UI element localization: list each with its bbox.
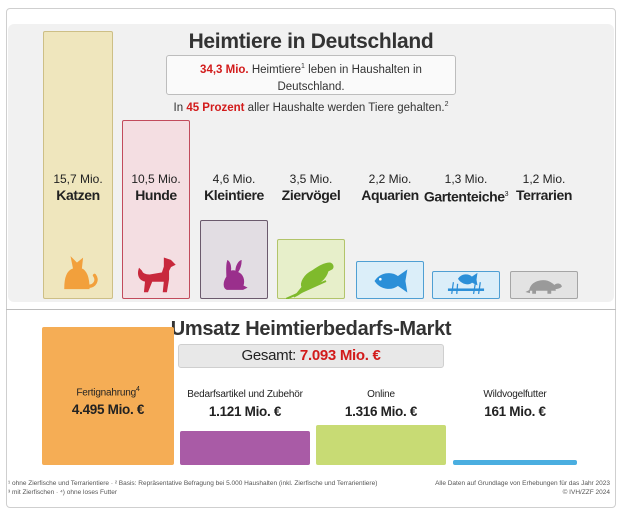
pet-category-label: Aquarien xyxy=(361,187,419,203)
market-label: Bedarfsartikel und Zubehör 1.121 Mio. € xyxy=(175,386,315,420)
market-category-label: Fertignahrung4 xyxy=(76,386,140,399)
total-label: Gesamt: xyxy=(241,347,300,364)
pet-category-label: Ziervögel xyxy=(281,187,341,203)
info-line-1: 34,3 Mio. Heimtiere1 leben in Haushalten… xyxy=(167,58,455,96)
market-bar-4 xyxy=(453,460,577,465)
footnote-mark: 4 xyxy=(135,386,140,393)
pet-bar-gartenteiche xyxy=(432,271,500,299)
market-category-label: Online xyxy=(367,389,395,400)
source-line: Alle Daten auf Grundlage von Erhebungen … xyxy=(435,480,610,487)
footnote-mark: 2 xyxy=(444,100,449,108)
market-total-box: Gesamt: 7.093 Mio. € xyxy=(178,344,444,368)
pet-value-label: 3,5 Mio. xyxy=(289,172,333,186)
pet-label: 15,7 Mio. Katzen xyxy=(33,171,123,203)
market-label: Fertignahrung4 4.495 Mio. € xyxy=(37,381,179,418)
total-value: 7.093 Mio. € xyxy=(299,347,381,364)
footnote-mark: 1 xyxy=(301,63,305,70)
pet-label: 10,5 Mio. Hunde xyxy=(111,171,201,203)
pet-label: 2,2 Mio. Aquarien xyxy=(345,171,435,203)
market-bar-3 xyxy=(316,424,446,465)
market-title: Umsatz Heimtierbedarfs-Markt xyxy=(170,318,452,340)
footnote-line: ³ mit Zierfischen · ⁴) ohne loses Futter xyxy=(8,489,117,496)
pet-value-label: 1,2 Mio. xyxy=(522,172,566,186)
pet-category-label: Kleintiere xyxy=(204,187,264,203)
pet-value-label: 1,3 Mio. xyxy=(444,172,488,186)
section-divider xyxy=(6,309,616,310)
pet-icon-aquarien-icon xyxy=(368,267,412,295)
market-category-label: Bedarfsartikel und Zubehör xyxy=(187,389,303,400)
pet-label: 4,6 Mio. Kleintiere xyxy=(189,171,279,203)
pet-value-label: 4,6 Mio. xyxy=(212,172,256,186)
pet-icon-katzen-icon xyxy=(54,249,102,293)
pet-bar-katzen xyxy=(43,31,113,299)
info-text: leben in Haushalten in Deutschland. xyxy=(277,63,422,93)
market-value-label: 1.316 Mio. € xyxy=(344,404,418,419)
pet-label: 3,5 Mio. Ziervögel xyxy=(266,171,356,203)
pet-category-label: Gartenteiche3 xyxy=(423,188,509,205)
info-line-2: In 45 Prozent aller Haushalte werden Tie… xyxy=(167,96,455,117)
info-text: In xyxy=(173,101,187,114)
pet-icon-gartenteiche-icon xyxy=(445,269,487,297)
footnote-mark: 3 xyxy=(504,191,509,198)
market-value-label: 1.121 Mio. € xyxy=(208,404,282,419)
source-note: Alle Daten auf Grundlage von Erhebungen … xyxy=(400,479,610,497)
pet-icon-ziervgel-icon xyxy=(285,259,336,300)
info-box: 34,3 Mio. Heimtiere1 leben in Haushalten… xyxy=(166,55,456,114)
footnote-line: ¹ ohne Zierfische und Terrarientiere · ²… xyxy=(8,480,378,487)
pet-label: 1,3 Mio. Gartenteiche3 xyxy=(421,171,511,205)
pet-value-label: 15,7 Mio. xyxy=(53,172,103,186)
pet-category-label: Katzen xyxy=(56,187,100,203)
footnotes: ¹ ohne Zierfische und Terrarientiere · ²… xyxy=(8,479,428,497)
market-label: Online 1.316 Mio. € xyxy=(311,386,451,420)
market-bar-2 xyxy=(180,430,310,465)
page-title: Heimtiere in Deutschland xyxy=(188,30,434,53)
pet-icon-hunde-icon xyxy=(133,253,179,297)
pet-icon-terrarien-icon xyxy=(525,273,563,297)
pet-icon-kleintiere-icon xyxy=(216,257,252,293)
market-value-label: 4.495 Mio. € xyxy=(71,402,145,418)
household-share: 45 Prozent xyxy=(186,101,245,114)
pet-label: 1,2 Mio. Terrarien xyxy=(499,171,589,203)
market-bar-1 xyxy=(42,327,174,465)
copyright-line: © IVH/ZZF 2024 xyxy=(562,489,610,496)
pet-bar-ziervgel xyxy=(277,239,345,299)
info-text: Heimtiere xyxy=(248,63,302,76)
market-label: Wildvogelfutter 161 Mio. € xyxy=(448,386,582,420)
pet-bar-hunde xyxy=(122,119,190,299)
pet-category-label: Terrarien xyxy=(515,187,573,203)
market-category-label: Wildvogelfutter xyxy=(483,389,547,400)
market-value-label: 161 Mio. € xyxy=(484,404,546,419)
pet-value-label: 10,5 Mio. xyxy=(131,172,181,186)
pet-total: 34,3 Mio. xyxy=(200,63,249,76)
info-text: aller Haushalte werden Tiere gehalten. xyxy=(244,101,445,114)
pet-category-label: Hunde xyxy=(135,187,177,203)
pet-value-label: 2,2 Mio. xyxy=(368,172,412,186)
